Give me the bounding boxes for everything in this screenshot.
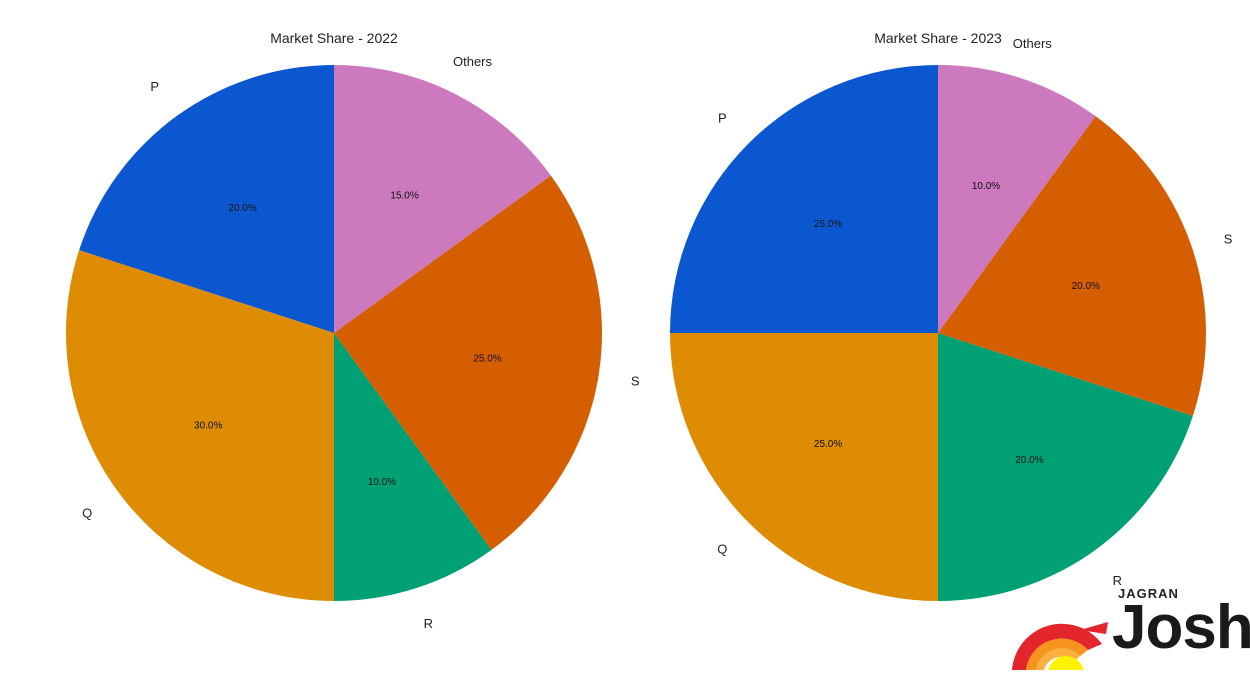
pie-slice-q — [66, 250, 334, 601]
pie-value-label: 20.0% — [1015, 455, 1043, 466]
logo-big-text: Josh — [1112, 593, 1250, 662]
pie-value-label: 25.0% — [473, 353, 501, 364]
chart-title: Market Share - 2022 — [270, 30, 398, 46]
pie-value-label: 10.0% — [972, 181, 1000, 192]
pie-category-label: P — [718, 110, 727, 125]
pie-slice-s — [334, 175, 603, 550]
chart-title: Market Share - 2023 — [874, 30, 1002, 46]
pie-category-label: S — [631, 374, 640, 389]
pie-value-label: 10.0% — [368, 477, 396, 488]
pie-category-label: R — [424, 616, 433, 631]
pie-chart-2023: Market Share - 2023 25.0% P 25.0% Q 20.0% R 20.… — [670, 30, 1233, 601]
pie-value-label: 20.0% — [228, 203, 256, 214]
pie-category-label: Others — [1013, 36, 1053, 51]
pie-slice-p — [670, 65, 938, 333]
pie-slice-r — [938, 333, 1193, 601]
pie-slice-s — [938, 116, 1206, 416]
pie-category-label: Q — [82, 505, 92, 520]
sun-logo-icon — [1012, 622, 1108, 670]
pie-slice-r — [334, 333, 492, 601]
jagran-josh-logo: JAGRAN Josh — [1008, 584, 1250, 672]
pie-value-label: 30.0% — [194, 420, 222, 431]
pie-category-label: Others — [453, 54, 493, 69]
pie-slice-p — [79, 65, 335, 333]
pie-slice-others — [938, 65, 1096, 333]
pie-category-label: S — [1224, 232, 1233, 247]
pie-category-label: P — [150, 79, 159, 94]
pie-value-label: 15.0% — [390, 191, 418, 202]
pie-value-label: 25.0% — [814, 439, 842, 450]
pie-category-label: R — [1113, 573, 1122, 588]
pie-value-label: 25.0% — [814, 219, 842, 230]
logo-small-text: JAGRAN — [1118, 586, 1179, 601]
pie-category-label: Q — [717, 542, 727, 557]
pie-value-label: 20.0% — [1072, 281, 1100, 292]
pie-slice-q — [670, 333, 938, 601]
pie-slice-others — [334, 64, 551, 333]
pie-chart-2022: Market Share - 2022 20.0% P 30.0% Q 10.0% R 25.… — [66, 30, 640, 631]
